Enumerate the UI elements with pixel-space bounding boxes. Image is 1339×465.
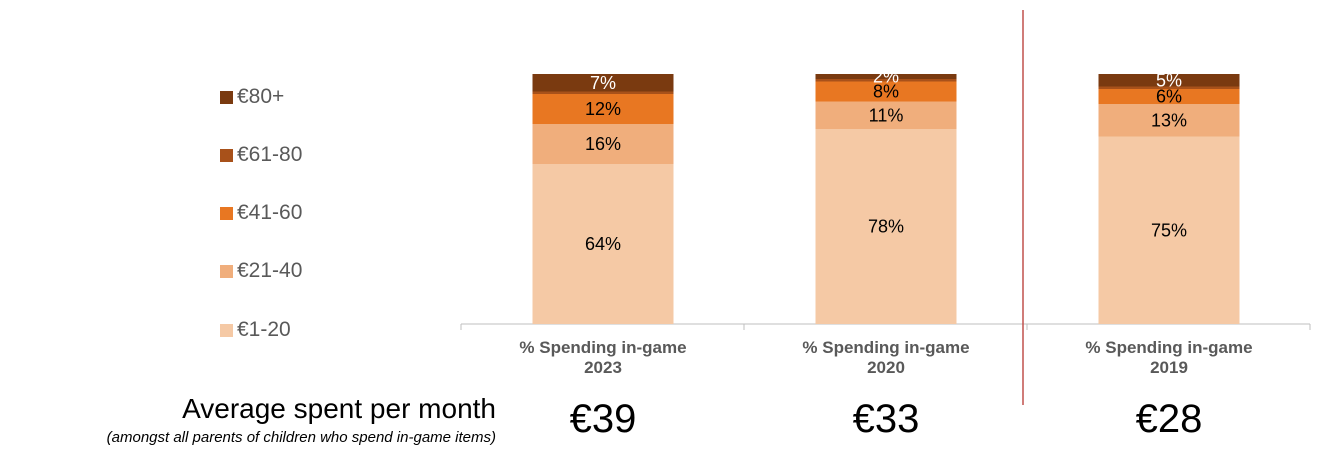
bar-segment [1098,86,1240,89]
bar-segment [532,94,674,124]
data-label: 64% [585,234,621,254]
data-label: 12% [585,99,621,119]
average-value-2019: €28 [1135,397,1203,441]
bar-segment [815,74,957,79]
legend-swatch [220,323,233,337]
average-value-2023: €39 [569,397,637,441]
data-label: 8% [873,82,899,102]
legend-swatch [220,264,233,278]
category-label-2020: % Spending in-game 2020 [761,338,1011,378]
bar-segment [532,91,674,94]
legend-label: €41-60 [237,201,303,224]
data-label: 2% [873,67,899,87]
bar-segment [815,79,957,82]
category-label-2023: % Spending in-game 2023 [478,338,728,378]
data-label: 16% [585,134,621,154]
category-label-line: 2020 [867,358,905,377]
legend-swatch [220,206,233,220]
bar-segment [1098,136,1240,324]
category-label-2019: % Spending in-game 2019 [1044,338,1294,378]
category-label-line: % Spending in-game [519,338,687,357]
bar-segment [532,164,674,324]
average-value-2020: €33 [852,397,920,441]
legend-item-41-60: €41-60 [220,201,302,225]
bar-segment [1098,104,1240,137]
legend-label: €80+ [237,85,285,108]
legend-item-1-20: €1-20 [220,318,291,342]
bar-segment [1098,89,1240,104]
data-label: 7% [590,73,616,93]
category-label-line: 2019 [1150,358,1188,377]
average-spent-title: Average spent per month [182,393,496,424]
bar-segment [815,81,957,102]
legend-item-61-80: €61-80 [220,143,302,167]
legend-label: €1-20 [237,318,291,341]
legend-item-80-plus: €80+ [220,85,284,109]
average-spent-note: (amongst all parents of children who spe… [106,429,496,446]
legend-swatch [220,90,233,104]
data-label: 11% [869,105,904,125]
bar-segment [815,129,957,324]
category-label-line: % Spending in-game [802,338,970,357]
legend-label: €21-40 [237,259,303,282]
bar-segment [815,101,957,129]
data-label: 75% [1151,220,1187,240]
data-label: 78% [868,217,904,237]
legend-item-21-40: €21-40 [220,259,302,283]
data-label: 6% [1156,87,1182,107]
data-label: 5% [1156,70,1182,90]
bar-segment [532,124,674,164]
bar-segment [1098,74,1240,87]
category-label-line: % Spending in-game [1085,338,1253,357]
legend-label: €61-80 [237,143,303,166]
legend-swatch [220,148,233,162]
category-label-line: 2023 [584,358,622,377]
data-label: 13% [1151,110,1187,130]
bar-segment [532,74,674,92]
